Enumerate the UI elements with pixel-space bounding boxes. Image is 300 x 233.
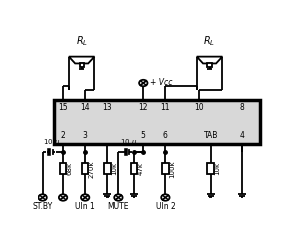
Bar [131, 163, 137, 174]
Bar [54, 100, 260, 144]
Text: + Vcc: + Vcc [150, 78, 173, 87]
Text: 6: 6 [163, 131, 168, 140]
Text: TAB: TAB [203, 131, 218, 140]
Text: 4: 4 [240, 131, 244, 140]
Text: UIn 2: UIn 2 [155, 202, 175, 211]
Text: 14: 14 [80, 103, 90, 112]
Text: $R_L$: $R_L$ [76, 34, 88, 48]
Bar [104, 163, 110, 174]
Text: 3: 3 [83, 131, 88, 140]
Text: 10 $\mu$: 10 $\mu$ [119, 137, 137, 147]
Text: 10k: 10k [214, 162, 220, 175]
Text: 15: 15 [58, 103, 68, 112]
Text: 5: 5 [141, 131, 146, 140]
Text: 10: 10 [194, 103, 204, 112]
Text: 47k: 47k [138, 162, 144, 175]
Text: 100k: 100k [169, 160, 175, 178]
Text: ST.BY: ST.BY [32, 202, 53, 211]
Text: 13: 13 [102, 103, 112, 112]
Text: UIn 1: UIn 1 [75, 202, 95, 211]
Text: MUTE: MUTE [108, 202, 129, 211]
Text: 11: 11 [160, 103, 170, 112]
Bar [162, 163, 169, 174]
Bar [80, 63, 84, 67]
Text: 68k: 68k [67, 162, 73, 175]
Text: 10k: 10k [111, 162, 117, 175]
Bar [208, 63, 212, 67]
Text: 12: 12 [139, 103, 148, 112]
Text: 2: 2 [61, 131, 65, 140]
Bar [208, 163, 214, 174]
Text: 270k: 270k [89, 160, 95, 178]
Polygon shape [197, 57, 222, 63]
Bar [60, 163, 66, 174]
Polygon shape [69, 57, 94, 63]
Text: 10 $\mu$: 10 $\mu$ [43, 137, 60, 147]
Bar [82, 163, 88, 174]
Text: 8: 8 [240, 103, 244, 112]
Text: $R_L$: $R_L$ [203, 34, 216, 48]
